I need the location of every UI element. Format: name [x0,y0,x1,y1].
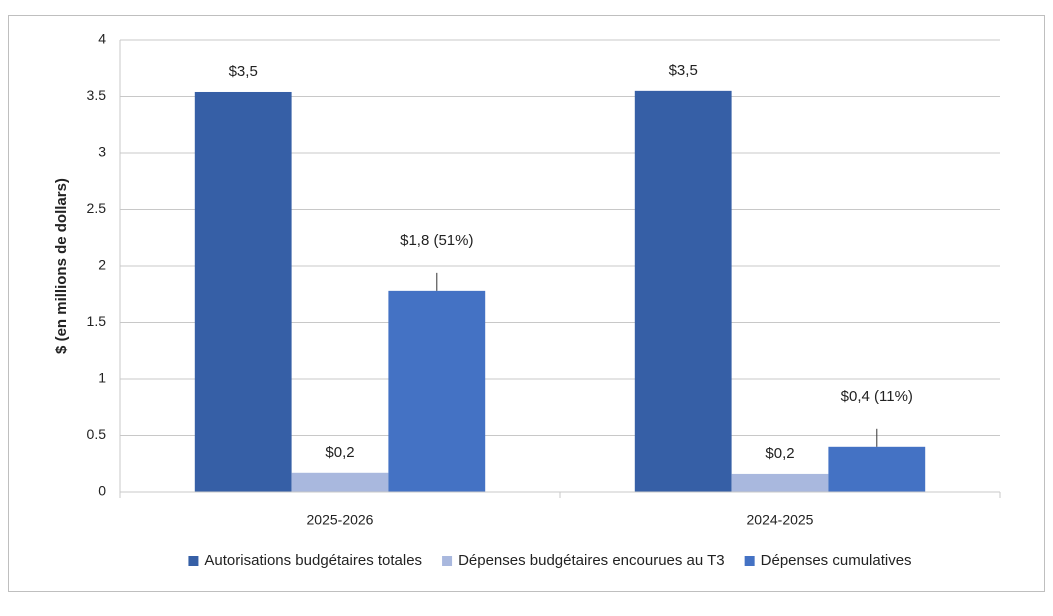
legend-swatch [442,556,453,566]
y-tick-label: 3.5 [87,87,107,103]
bar [194,91,292,492]
value-label: $0,4 (11%) [841,388,913,405]
legend-swatch [744,556,755,566]
y-tick-label: 3 [98,144,106,160]
bar [634,90,732,492]
legend-label: Dépenses cumulatives [761,552,912,569]
y-tick-label: 1.5 [87,313,107,329]
legend-swatch [188,556,199,566]
legend-label: Dépenses budgétaires encourues au T3 [458,552,725,569]
chart-frame [8,15,1045,592]
bar [388,290,486,492]
y-tick-label: 1 [98,370,106,386]
bar [731,473,829,492]
y-tick-label: 2.5 [87,200,107,216]
value-label: $0,2 [325,444,354,461]
value-label: $3,5 [229,63,258,80]
y-tick-label: 0 [98,483,106,499]
bar [828,446,926,492]
x-tick-label: 2024-2025 [747,512,814,528]
y-tick-label: 0.5 [87,426,107,442]
value-label: $0,2 [765,445,794,462]
legend-label: Autorisations budgétaires totales [204,552,422,569]
bar [291,472,389,492]
y-tick-label: 4 [98,31,106,47]
y-tick-label: 2 [98,257,106,273]
y-axis-title: $ (en millions de dollars) [53,178,70,354]
x-tick-label: 2025-2026 [307,512,374,528]
value-label: $1,8 (51%) [400,232,473,249]
value-label: $3,5 [669,62,698,79]
